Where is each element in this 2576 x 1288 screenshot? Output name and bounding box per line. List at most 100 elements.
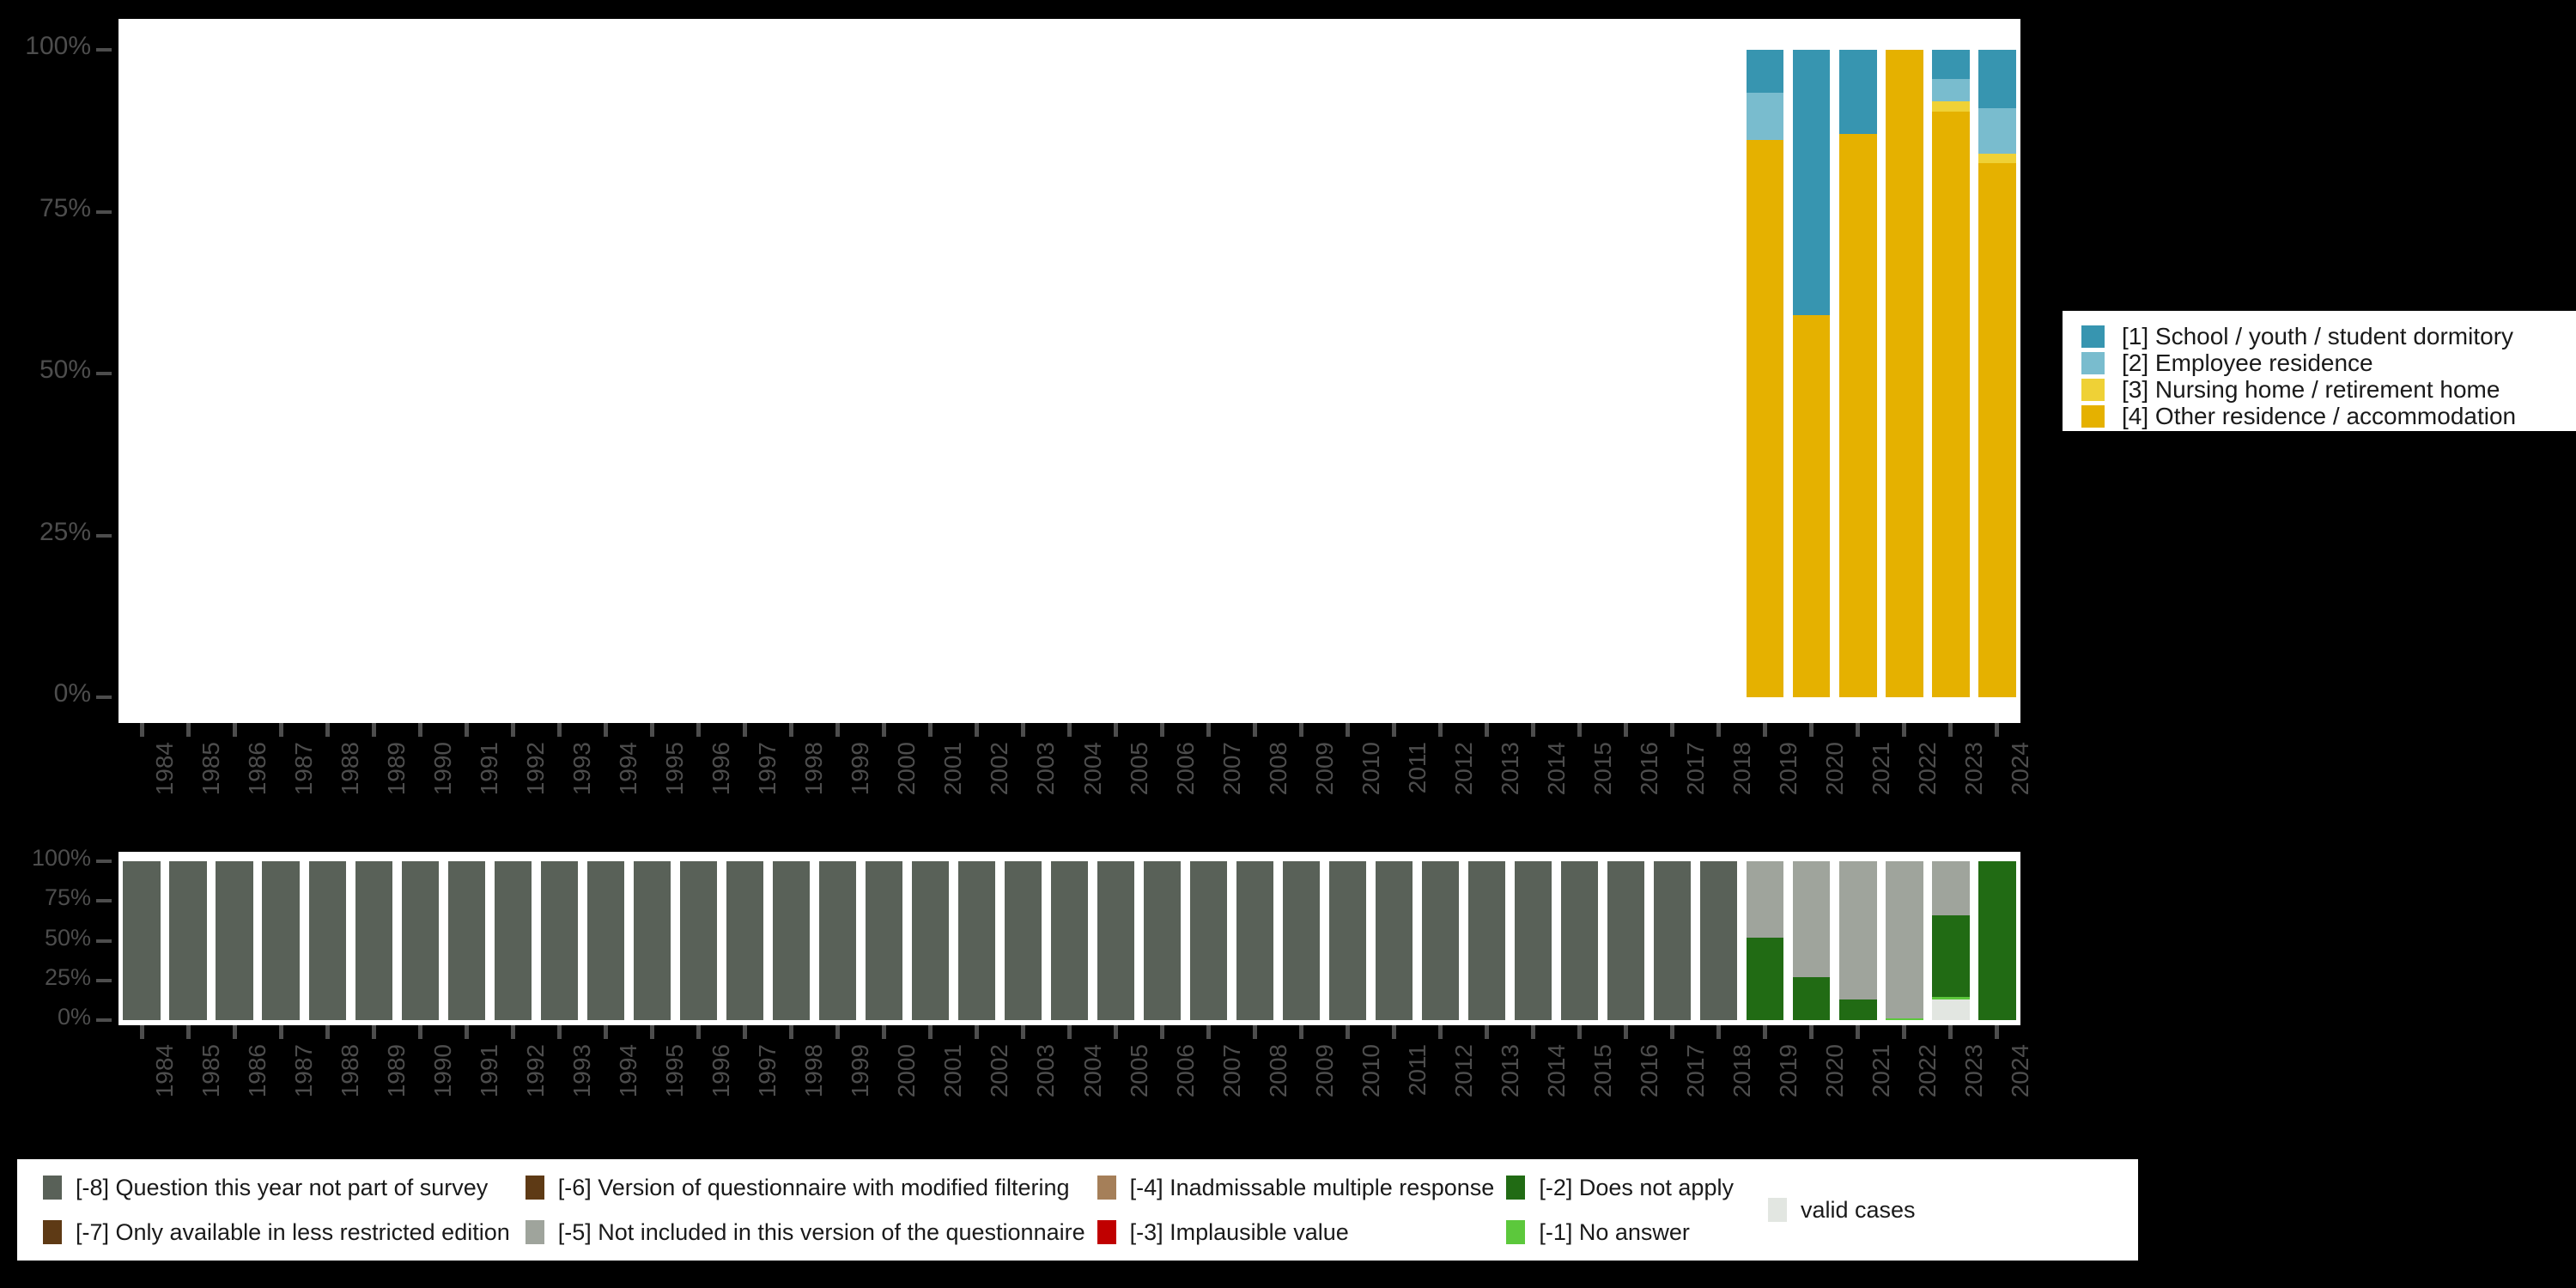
- legend-swatch-icon: [43, 1176, 62, 1200]
- x-tick-label-2009: 2009: [1310, 742, 1338, 796]
- x-tick-label-2008: 2008: [1264, 742, 1291, 796]
- coverage-segment-1987-s5: [262, 861, 300, 1020]
- legend-swatch-icon: [1097, 1176, 1116, 1200]
- coverage-bar-2008: [1236, 861, 1274, 1020]
- coverage-bar-2002: [957, 861, 996, 1020]
- coverage-x-tick-mark: [927, 1025, 933, 1039]
- coverage-segment-2021-s3: [1839, 999, 1877, 1020]
- legend-label: [2] Employee residence: [2122, 349, 2373, 376]
- coverage-bar-2004: [1050, 861, 1089, 1020]
- category-legend: [1] School / youth / student dormitory [2…: [2063, 311, 2576, 431]
- coverage-x-tick-mark: [696, 1025, 701, 1039]
- coverage-bar-2012: [1422, 861, 1460, 1020]
- x-tick-label-2001: 2001: [939, 742, 967, 796]
- coverage-segment-2011-s5: [1376, 861, 1413, 1020]
- coverage-x-tick-mark: [1438, 1025, 1443, 1039]
- coverage-x-tick-mark: [1067, 1025, 1072, 1039]
- segment-2020-s1: [1793, 50, 1831, 316]
- x-tick-mark: [510, 723, 515, 737]
- legend-item-cat-4: [4] Other residence / accommodation: [2081, 403, 2576, 429]
- legend-item-missing: [-2] Does not apply: [1506, 1165, 1734, 1210]
- y-tick-mark: [96, 533, 112, 538]
- coverage-segment-1984-s5: [123, 861, 161, 1020]
- x-tick-mark: [278, 723, 283, 737]
- x-tick-label-2012: 2012: [1449, 742, 1477, 796]
- legend-swatch-icon: [2081, 325, 2105, 348]
- legend-item-missing: [-1] No answer: [1506, 1210, 1734, 1255]
- x-tick-mark: [1020, 723, 1025, 737]
- coverage-segment-2014-s5: [1515, 861, 1552, 1020]
- x-tick-mark: [1716, 723, 1722, 737]
- x-tick-mark: [835, 723, 840, 737]
- segment-2019-s2: [1747, 92, 1784, 140]
- x-tick-label-1989: 1989: [383, 742, 410, 796]
- x-tick-mark: [1160, 723, 1165, 737]
- coverage-x-tick-mark: [649, 1025, 654, 1039]
- legend-column-1: [-8] Question this year not part of surv…: [43, 1159, 510, 1261]
- coverage-segment-2013-s5: [1468, 861, 1506, 1020]
- coverage-segment-2008-s5: [1236, 861, 1274, 1020]
- x-tick-mark: [881, 723, 886, 737]
- coverage-x-tick-mark: [603, 1025, 608, 1039]
- legend-label: [-1] No answer: [1539, 1218, 1690, 1245]
- coverage-chart: 0% 25% 50% 75% 100% 1984 1985 1986 1987 1988 1989…: [0, 824, 2033, 1125]
- x-tick-label-2014: 2014: [1542, 742, 1570, 796]
- x-tick-label-1991: 1991: [476, 742, 503, 796]
- coverage-x-tick-mark: [1485, 1025, 1490, 1039]
- x-tick-mark: [1299, 723, 1304, 737]
- legend-label: [3] Nursing home / retirement home: [2122, 375, 2500, 403]
- coverage-segment-2019-s3: [1747, 937, 1784, 1020]
- coverage-segment-2023-s3: [1932, 914, 1970, 998]
- x-tick-mark: [927, 723, 933, 737]
- coverage-bar-2013: [1468, 861, 1506, 1020]
- coverage-segment-2004-s5: [1050, 861, 1089, 1020]
- x-tick-mark: [1253, 723, 1258, 737]
- coverage-bars: [118, 824, 2020, 1125]
- coverage-segment-1988-s5: [308, 861, 346, 1020]
- x-tick-mark: [1670, 723, 1675, 737]
- coverage-x-tick-mark: [1531, 1025, 1536, 1039]
- coverage-segment-1985-s5: [169, 861, 207, 1020]
- segment-2024-s2: [1978, 107, 2016, 154]
- x-tick-label-2017: 2017: [1681, 742, 1709, 796]
- coverage-x-tick-mark: [139, 1025, 144, 1039]
- x-tick-mark: [1346, 723, 1351, 737]
- x-tick-label-2000: 2000: [893, 742, 920, 796]
- x-tick-label-2015: 2015: [1589, 742, 1616, 796]
- legend-swatch-icon: [2081, 351, 2105, 374]
- coverage-x-tick-mark: [1856, 1025, 1861, 1039]
- coverage-bar-2020: [1793, 861, 1831, 1020]
- distribution-bar-2021: [1839, 50, 1877, 697]
- x-tick-label-2006: 2006: [1171, 742, 1199, 796]
- coverage-segment-1993-s5: [540, 861, 578, 1020]
- coverage-bar-2001: [911, 861, 950, 1020]
- x-tick-mark: [1948, 723, 1953, 737]
- legend-item-missing: [-8] Question this year not part of surv…: [43, 1165, 510, 1210]
- coverage-segment-2009-s5: [1283, 861, 1321, 1020]
- segment-2023-s3: [1932, 101, 1970, 112]
- coverage-segment-2000-s5: [865, 861, 902, 1020]
- y-tick-label: 25%: [39, 517, 91, 546]
- coverage-bar-1993: [540, 861, 578, 1020]
- coverage-x-tick-mark: [417, 1025, 422, 1039]
- coverage-segment-1994-s5: [586, 861, 624, 1020]
- coverage-x-tick-mark: [1392, 1025, 1397, 1039]
- coverage-bar-1987: [262, 861, 300, 1020]
- x-tick-label-2024: 2024: [2006, 742, 2033, 796]
- x-tick-mark: [1206, 723, 1212, 737]
- coverage-bar-2021: [1839, 861, 1877, 1020]
- x-tick-label-1992: 1992: [522, 742, 550, 796]
- legend-label: [-7] Only available in less restricted e…: [76, 1218, 510, 1245]
- y-tick-mark: [96, 696, 112, 699]
- legend-item-missing: [-7] Only available in less restricted e…: [43, 1210, 510, 1255]
- coverage-x-tick-mark: [464, 1025, 469, 1039]
- coverage-segment-2019-s4: [1747, 861, 1784, 938]
- coverage-x-tick-mark: [881, 1025, 886, 1039]
- legend-swatch-icon: [1506, 1176, 1526, 1200]
- coverage-x-tick-mark: [185, 1025, 191, 1039]
- x-tick-label-2021: 2021: [1867, 742, 1894, 796]
- coverage-bar-1985: [169, 861, 207, 1020]
- legend-swatch-icon: [2081, 378, 2105, 401]
- coverage-x-tick-mark: [974, 1025, 979, 1039]
